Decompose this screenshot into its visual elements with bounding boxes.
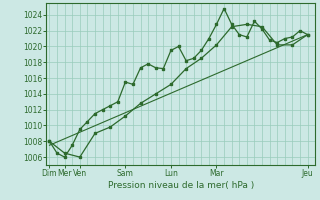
- X-axis label: Pression niveau de la mer( hPa ): Pression niveau de la mer( hPa ): [108, 181, 254, 190]
